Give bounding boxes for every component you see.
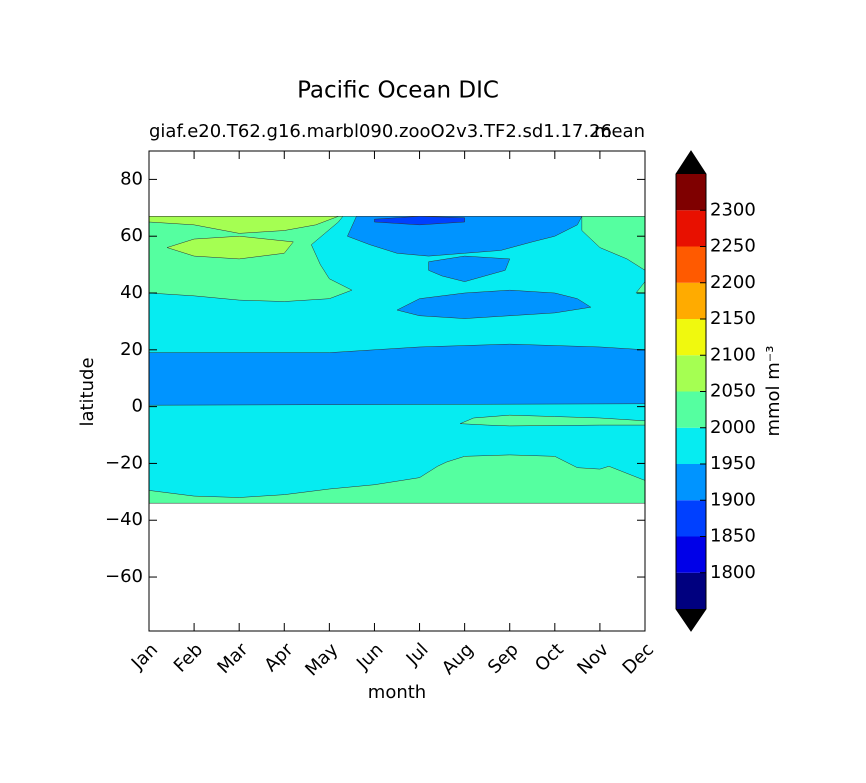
x-tick-label: Apr bbox=[260, 639, 297, 676]
colorbar-tick-label: 1850 bbox=[710, 526, 756, 547]
contour-region bbox=[148, 454, 646, 504]
contour-region bbox=[374, 216, 465, 226]
y-tick-label: −20 bbox=[105, 452, 143, 473]
x-tick-label: Aug bbox=[438, 639, 478, 679]
y-tick-label: 80 bbox=[120, 168, 143, 189]
colorbar-extend-min bbox=[676, 609, 706, 631]
colorbar-tick-label: 2000 bbox=[710, 417, 756, 438]
x-tick-label: Nov bbox=[573, 639, 613, 679]
colorbar-tick-label: 2300 bbox=[710, 199, 756, 220]
colorbar-tick-label: 2050 bbox=[710, 381, 756, 402]
y-axis-label: latitude bbox=[77, 357, 98, 426]
colorbar-bin bbox=[676, 536, 706, 573]
x-tick-label: May bbox=[301, 639, 342, 680]
contour-region bbox=[148, 216, 339, 234]
colorbar-tick-label: 2200 bbox=[710, 272, 756, 293]
colorbar-tick-label: 2100 bbox=[710, 344, 756, 365]
y-tick-label: 40 bbox=[120, 282, 143, 303]
x-tick-label: Jul bbox=[402, 639, 433, 670]
contour-region bbox=[148, 216, 353, 302]
x-tick-label: Mar bbox=[213, 639, 252, 678]
y-tick-label: 60 bbox=[120, 225, 143, 246]
colorbar-bin bbox=[676, 500, 706, 537]
colorbar-bin bbox=[676, 282, 706, 319]
colorbar-tick-label: 1800 bbox=[710, 562, 756, 583]
contour-region bbox=[396, 289, 592, 319]
colorbar-bin bbox=[676, 427, 706, 464]
contour-region bbox=[166, 235, 294, 260]
x-tick-label: Oct bbox=[531, 639, 568, 676]
colorbar-extend-max bbox=[676, 151, 706, 174]
colorbar-bin bbox=[676, 355, 706, 392]
colorbar-label: mmol m⁻³ bbox=[763, 345, 784, 436]
colorbar-tick-label: 2250 bbox=[710, 236, 756, 257]
y-tick-label: 20 bbox=[120, 339, 143, 360]
colorbar-frame bbox=[675, 150, 707, 632]
chart-title: Pacific Ocean DIC bbox=[297, 78, 499, 104]
x-tick-label: Jan bbox=[127, 639, 162, 674]
x-tick-label: Feb bbox=[170, 639, 207, 676]
contour-region bbox=[148, 343, 646, 406]
contour-region bbox=[347, 216, 583, 257]
x-tick-label: Dec bbox=[619, 639, 658, 678]
colorbar-bin bbox=[676, 210, 706, 247]
subtitle-right: mean bbox=[594, 121, 645, 142]
colorbar-bin bbox=[676, 391, 706, 428]
subtitle-left: giaf.e20.T62.g16.marbl090.zooO2v3.TF2.sd… bbox=[149, 121, 612, 142]
colorbar-bin bbox=[676, 572, 706, 609]
colorbar-bin bbox=[676, 174, 706, 211]
y-tick-label: −60 bbox=[105, 566, 143, 587]
colorbar-bin bbox=[676, 319, 706, 356]
x-tick-label: Jun bbox=[352, 639, 387, 674]
colorbar-tick-label: 2150 bbox=[710, 308, 756, 329]
y-tick-label: −40 bbox=[105, 509, 143, 530]
contour-region bbox=[428, 255, 511, 282]
x-axis-label: month bbox=[368, 682, 426, 703]
colorbar-tick-label: 1950 bbox=[710, 453, 756, 474]
y-tick-label: 0 bbox=[132, 396, 143, 417]
x-tick-label: Sep bbox=[484, 639, 523, 678]
colorbar-bin bbox=[676, 246, 706, 283]
colorbar-tick-label: 1900 bbox=[710, 489, 756, 510]
colorbar-bin bbox=[676, 464, 706, 501]
plot-frame bbox=[148, 150, 646, 632]
